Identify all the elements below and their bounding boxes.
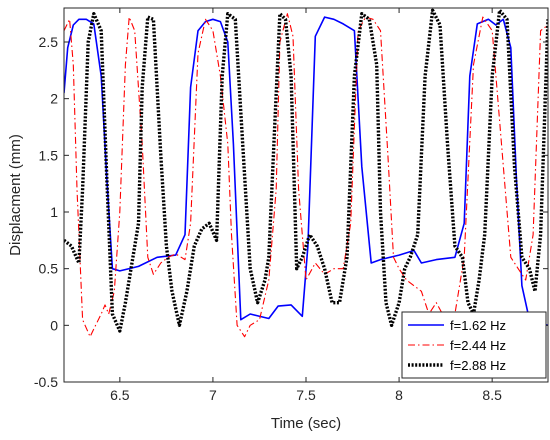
x-axis-label: Time (sec) — [271, 415, 341, 432]
y-tick-label: 2.5 — [39, 34, 59, 50]
x-tick-label: 8 — [395, 387, 403, 403]
legend-label-3: f=2.88 Hz — [450, 358, 506, 373]
series-line-3 — [64, 8, 548, 333]
x-tick-label: 8.5 — [482, 387, 502, 403]
y-tick-label: -0.5 — [34, 374, 58, 390]
legend: f=1.62 Hz f=2.44 Hz f=2.88 Hz — [401, 311, 547, 379]
y-tick-label: 0.5 — [39, 261, 59, 277]
legend-label-2: f=2.44 Hz — [450, 338, 506, 353]
x-tick-label: 7 — [209, 387, 217, 403]
y-tick-label: 2 — [50, 91, 58, 107]
ticks: 6.5 7 7.5 8 8.5 -0.5 0 0.5 1 1.5 2 2.5 — [34, 8, 548, 403]
x-tick-label: 6.5 — [110, 387, 130, 403]
y-axis-label: Displacment (mm) — [7, 134, 24, 256]
legend-label-1: f=1.62 Hz — [450, 318, 506, 333]
y-tick-label: 0 — [50, 317, 58, 333]
x-tick-label: 7.5 — [296, 387, 316, 403]
y-tick-label: 1 — [50, 204, 58, 220]
y-tick-label: 1.5 — [39, 147, 59, 163]
